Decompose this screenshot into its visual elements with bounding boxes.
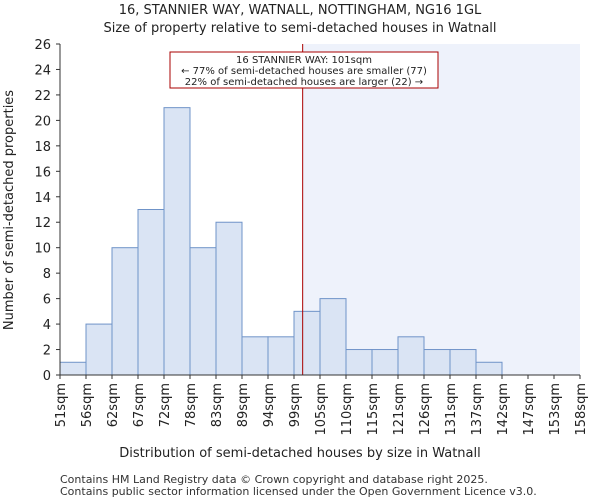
- bar-137sqm: [475, 361, 503, 376]
- bar-83sqm: [215, 221, 243, 376]
- y-tick-label: 22: [34, 89, 51, 104]
- bar-131sqm: [449, 349, 477, 376]
- chart-subtitle: Size of property relative to semi-detach…: [103, 21, 496, 36]
- x-tick-label: 121sqm: [392, 383, 407, 436]
- y-tick-label: 4: [43, 318, 51, 333]
- x-tick-label: 147sqm: [522, 383, 537, 436]
- x-tick-label: 115sqm: [366, 383, 381, 436]
- annotation-line-1: 16 STANNIER WAY: 101sqm: [236, 55, 372, 66]
- y-tick-label: 20: [34, 114, 51, 129]
- axes-group: [56, 43, 581, 379]
- bar-115sqm: [371, 349, 399, 376]
- x-tick-label: 142sqm: [496, 383, 511, 436]
- bar-62sqm: [111, 247, 139, 376]
- bar-89sqm: [241, 336, 269, 376]
- x-tick-label: 67sqm: [132, 383, 147, 427]
- y-axis-label: Number of semi-detached properties: [2, 90, 17, 330]
- x-tick-label: 62sqm: [106, 383, 121, 427]
- x-tick-label: 131sqm: [444, 383, 459, 436]
- x-tick-label: 137sqm: [470, 383, 485, 436]
- bar-126sqm: [423, 349, 451, 376]
- y-tick-label: 10: [34, 242, 51, 257]
- x-tick-label: 83sqm: [210, 383, 225, 427]
- bar-105sqm: [319, 298, 347, 376]
- footer-line-2: Contains public sector information licen…: [60, 485, 537, 498]
- bar-51sqm: [59, 361, 87, 376]
- y-tick-label: 16: [34, 165, 51, 180]
- x-tick-label: 110sqm: [340, 383, 355, 436]
- chart-title: 16, STANNIER WAY, WATNALL, NOTTINGHAM, N…: [119, 3, 482, 18]
- annotation-line-3: 22% of semi-detached houses are larger (…: [185, 77, 423, 88]
- x-tick-label: 72sqm: [158, 383, 173, 427]
- y-tick-label: 14: [34, 191, 51, 206]
- x-tick-labels: 51sqm 56sqm 62sqm 67sqm 72sqm 78sqm 83sqm 89sqm…: [54, 383, 589, 436]
- x-tick-label: 56sqm: [80, 383, 95, 427]
- bar-67sqm: [137, 209, 165, 376]
- x-tick-label: 51sqm: [54, 383, 69, 427]
- y-tick-label: 2: [43, 344, 51, 359]
- bar-99sqm: [293, 310, 321, 376]
- bars-group: [59, 107, 503, 376]
- x-tick-label: 78sqm: [184, 383, 199, 427]
- bar-78sqm: [189, 247, 217, 376]
- y-tick-label: 26: [34, 38, 51, 53]
- x-tick-label: 89sqm: [236, 383, 251, 427]
- x-axis-label: Distribution of semi-detached houses by …: [119, 446, 480, 461]
- x-tick-label: 153sqm: [548, 383, 563, 436]
- footer-line-1: Contains HM Land Registry data © Crown c…: [60, 473, 488, 486]
- bar-72sqm: [163, 107, 191, 376]
- x-tick-label: 105sqm: [314, 383, 329, 436]
- x-tick-label: 158sqm: [574, 383, 589, 436]
- annotation-frame: [169, 51, 439, 89]
- y-tick-label: 12: [34, 216, 51, 231]
- larger-properties-region: [302, 44, 580, 375]
- annotation-line-2: ← 77% of semi-detached houses are smalle…: [181, 66, 427, 77]
- bar-56sqm: [85, 323, 113, 376]
- y-tick-label: 18: [34, 140, 51, 155]
- y-tick-label: 6: [43, 293, 51, 308]
- x-tick-label: 126sqm: [418, 383, 433, 436]
- bar-121sqm: [397, 336, 425, 376]
- x-tick-label: 99sqm: [288, 383, 303, 427]
- y-tick-label: 0: [43, 369, 51, 384]
- bar-110sqm: [345, 349, 373, 376]
- y-tick-label: 8: [43, 267, 51, 282]
- y-tick-label: 24: [34, 63, 51, 78]
- x-tick-label: 94sqm: [262, 383, 277, 427]
- annotation-box: 16 STANNIER WAY: 101sqm ← 77% of semi-de…: [169, 51, 439, 89]
- bar-94sqm: [267, 336, 295, 376]
